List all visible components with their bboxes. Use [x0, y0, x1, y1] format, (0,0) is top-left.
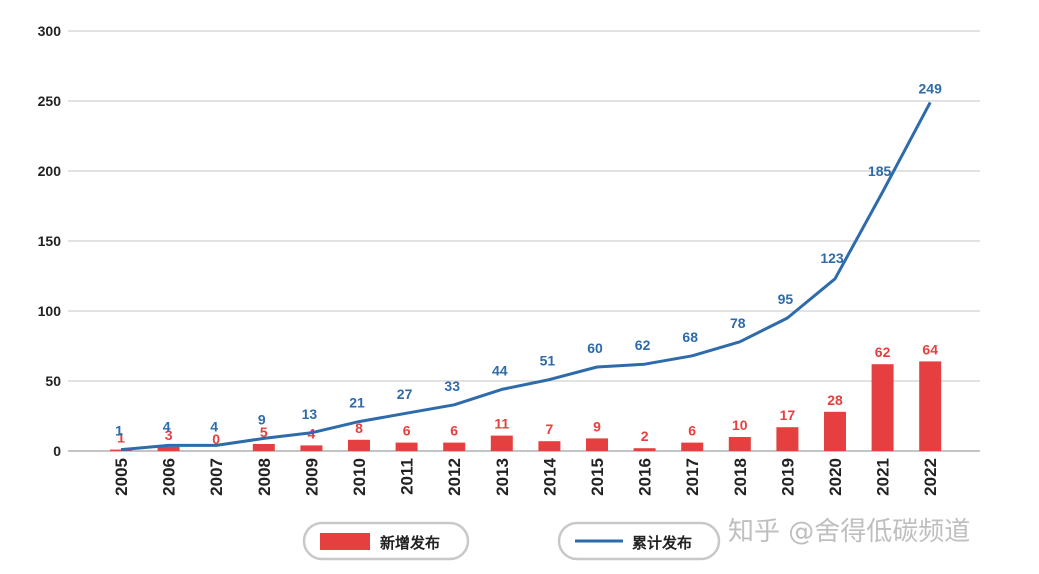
y-tick-label: 200: [38, 163, 62, 179]
bar: [395, 442, 418, 451]
line-value-label: 123: [820, 250, 844, 266]
bar: [871, 364, 894, 451]
cumulative-line: [120, 101, 932, 452]
bar-value-label: 6: [403, 423, 411, 439]
line-value-label: 78: [730, 315, 746, 331]
bar: [919, 361, 942, 451]
x-tick-label: 2021: [874, 458, 893, 496]
x-tick-label: 2018: [731, 458, 750, 496]
legend: 新增发布 累计发布: [302, 521, 721, 561]
bar-value-label: 64: [922, 341, 938, 357]
x-tick-label: 2012: [445, 458, 464, 496]
x-tick-label: 2020: [826, 458, 845, 496]
bar: [157, 446, 180, 451]
line-value-label: 62: [635, 337, 651, 353]
bar: [633, 448, 656, 451]
line-value-label: 4: [163, 418, 171, 434]
legend-item-line[interactable]: 累计发布: [557, 521, 721, 561]
line-value-label: 9: [258, 411, 266, 427]
line-value-label: 1: [115, 423, 123, 439]
legend-bar-label: 新增发布: [380, 534, 440, 552]
x-tick-label: 2022: [921, 458, 940, 496]
bar-value-label: 11: [494, 416, 509, 432]
y-tick-label: 0: [53, 443, 61, 459]
x-tick-label: 2019: [778, 458, 797, 496]
line-value-label: 44: [492, 362, 508, 378]
bar-value-label: 7: [546, 421, 554, 437]
bar: [586, 438, 608, 451]
x-axis-ticks: 2005 2006 2007 2008 2009 2010 2011 2012 2013 2014…: [112, 457, 940, 495]
bar: [728, 437, 751, 451]
bar-value-label: 0: [212, 431, 220, 447]
bar-value-label: 2: [641, 428, 649, 444]
x-tick-label: 2005: [112, 458, 131, 496]
bar: [681, 442, 704, 451]
line-value-label: 185: [868, 163, 892, 179]
x-tick-label: 2017: [683, 458, 702, 496]
y-tick-label: 300: [38, 23, 62, 39]
x-tick-label: 2011: [398, 458, 417, 495]
bar-value-label: 5: [260, 424, 268, 440]
bar-value-label: 6: [688, 423, 696, 439]
bar-value-label: 1: [117, 430, 125, 446]
bar: [300, 445, 323, 451]
watermark-text: 知乎 @舍得低碳频道: [728, 517, 970, 547]
line-value-label: 27: [397, 386, 413, 402]
x-tick-label: 2016: [636, 458, 655, 496]
bar-value-label: 10: [732, 417, 748, 433]
bar-value-label: 8: [355, 420, 363, 436]
line-value-label: 33: [444, 378, 460, 394]
bar-value-label: 17: [780, 407, 796, 423]
bar: [110, 449, 132, 451]
bar: [490, 435, 513, 451]
line-value-label: 249: [919, 80, 943, 96]
bar: [538, 441, 561, 451]
y-tick-label: 250: [38, 93, 62, 109]
bar: [776, 427, 799, 451]
bar-value-label: 9: [593, 418, 601, 434]
line-value-label: 68: [682, 329, 698, 345]
bar: [443, 442, 466, 451]
bar-value-label: 28: [827, 392, 843, 408]
x-tick-label: 2010: [350, 458, 369, 496]
x-tick-label: 2015: [588, 458, 607, 496]
y-axis-ticks: 0 50 100 150 200 250 300: [38, 23, 62, 459]
bar: [252, 444, 275, 451]
bar-value-label: 6: [450, 423, 458, 439]
bar: [348, 439, 370, 451]
x-tick-label: 2008: [255, 458, 274, 496]
legend-bar-swatch: [320, 533, 370, 550]
legend-item-bar[interactable]: 新增发布: [302, 521, 470, 561]
line-value-label: 60: [587, 340, 603, 356]
bar-value-label: 62: [875, 344, 891, 360]
y-tick-label: 150: [38, 233, 62, 249]
line-value-label: 21: [349, 395, 365, 411]
bar: [824, 411, 846, 451]
x-tick-label: 2013: [493, 458, 512, 496]
x-tick-label: 2014: [540, 457, 559, 495]
gridlines: [68, 30, 980, 452]
x-tick-label: 2009: [302, 458, 321, 496]
y-tick-label: 50: [45, 373, 61, 389]
line-value-label: 13: [302, 406, 318, 422]
legend-line-label: 累计发布: [632, 534, 692, 552]
bar-value-label: 3: [165, 427, 173, 443]
x-tick-label: 2006: [160, 458, 179, 496]
line-value-label: 95: [778, 291, 794, 307]
x-tick-label: 2007: [207, 458, 226, 496]
y-tick-label: 100: [38, 303, 62, 319]
line-value-label: 4: [210, 418, 218, 434]
line-value-label: 51: [540, 353, 556, 369]
